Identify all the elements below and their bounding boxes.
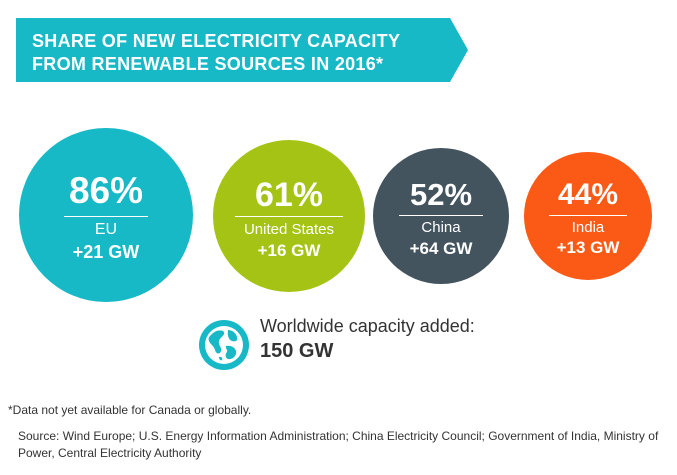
bubble-region-united-states: United States	[243, 221, 335, 238]
bubble-divider	[64, 216, 148, 217]
chart-title: SHARE OF NEW ELECTRICITY CAPACITY FROM R…	[32, 30, 400, 76]
bubble-region-eu: EU	[94, 221, 118, 238]
bubble-gw-united-states: +16 GW	[257, 241, 321, 260]
bubble-china: 52% China +64 GW	[373, 148, 509, 284]
bubble-divider	[549, 215, 627, 216]
title-line-1: SHARE OF NEW ELECTRICITY CAPACITY	[32, 31, 401, 51]
bubble-percent-eu: 86%	[68, 170, 144, 211]
bubble-gw-china: +64 GW	[409, 239, 473, 258]
worldwide-value: 150 GW	[260, 340, 334, 362]
title-line-2: FROM RENEWABLE SOURCES IN 2016*	[32, 54, 384, 74]
bubble-gw-india: +13 GW	[556, 238, 620, 257]
bubble-eu: 86% EU +21 GW	[19, 128, 193, 302]
bubble-percent-united-states: 61%	[254, 176, 324, 214]
globe-icon	[199, 320, 249, 370]
bubble-divider	[399, 215, 483, 216]
source-note: Source: Wind Europe; U.S. Energy Informa…	[18, 429, 659, 460]
bubble-divider	[235, 216, 343, 217]
footnote: *Data not yet available for Canada or gl…	[8, 403, 252, 417]
bubble-united-states: 61% United States +16 GW	[213, 140, 365, 292]
bubble-region-india: India	[571, 219, 605, 236]
worldwide-label: Worldwide capacity added:	[260, 316, 475, 336]
title-banner	[16, 18, 468, 82]
bubble-percent-india: 44%	[557, 178, 619, 211]
bubble-percent-china: 52%	[409, 177, 473, 212]
bubble-gw-eu: +21 GW	[72, 242, 140, 262]
bubble-india: 44% India +13 GW	[524, 152, 652, 280]
bubble-region-china: China	[421, 219, 461, 236]
